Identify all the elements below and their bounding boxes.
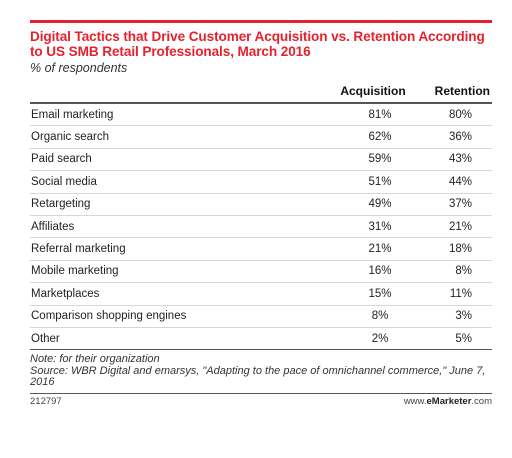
brand-url[interactable]: www.eMarketer.com — [404, 396, 492, 407]
brand-name: eMarketer — [426, 395, 472, 407]
row-label: Paid search — [30, 148, 218, 172]
chart-title: Digital Tactics that Drive Customer Acqu… — [30, 29, 485, 59]
acquisition-value: 2% — [218, 327, 412, 351]
row-label: Organic search — [30, 125, 218, 149]
header-category — [30, 81, 218, 104]
acquisition-value: 51% — [218, 170, 412, 194]
table-header-row: Acquisition Retention — [30, 81, 492, 104]
row-label: Retargeting — [30, 193, 218, 216]
table-row: Email marketing 81% 80% — [30, 103, 492, 127]
table-row: Other 2% 5% — [30, 327, 492, 351]
row-label: Other — [30, 327, 218, 351]
retention-value: 18% — [412, 237, 492, 261]
chart-frame: Digital Tactics that Drive Customer Acqu… — [30, 20, 492, 407]
retention-value: 44% — [412, 170, 492, 194]
table-row: Paid search 59% 43% — [30, 148, 492, 172]
chart-subtitle: % of respondents — [30, 61, 128, 75]
table-row: Affiliates 31% 21% — [30, 215, 492, 239]
table-row: Referral marketing 21% 18% — [30, 237, 492, 261]
table-row: Mobile marketing 16% 8% — [30, 260, 492, 284]
table-row: Social media 51% 44% — [30, 170, 492, 194]
acquisition-value: 15% — [218, 282, 412, 306]
top-rule — [30, 20, 492, 23]
header-retention: Retention — [412, 81, 492, 104]
row-label: Marketplaces — [30, 282, 218, 306]
data-table: Acquisition Retention Email marketing 81%… — [30, 81, 492, 351]
retention-value: 3% — [412, 305, 492, 328]
acquisition-value: 59% — [218, 148, 412, 172]
table-row: Organic search 62% 36% — [30, 125, 492, 149]
note-text: Note: for their organization — [30, 353, 160, 366]
acquisition-value: 31% — [218, 215, 412, 239]
table-row: Comparison shopping engines 8% 3% — [30, 305, 492, 328]
chart-id: 212797 — [30, 395, 62, 407]
acquisition-value: 81% — [218, 103, 412, 127]
retention-value: 11% — [412, 282, 492, 306]
row-label: Social media — [30, 170, 218, 194]
acquisition-value: 49% — [218, 193, 412, 216]
brand-suffix: .com — [471, 395, 492, 407]
retention-value: 5% — [412, 327, 492, 351]
row-label: Affiliates — [30, 215, 218, 239]
row-label: Comparison shopping engines — [30, 305, 218, 328]
retention-value: 37% — [412, 193, 492, 216]
notes: Note: for their organization Source: WBR… — [30, 354, 492, 389]
acquisition-value: 8% — [218, 305, 412, 328]
acquisition-value: 62% — [218, 125, 412, 149]
table-row: Marketplaces 15% 11% — [30, 282, 492, 306]
acquisition-value: 21% — [218, 237, 412, 261]
retention-value: 36% — [412, 125, 492, 149]
header-acquisition: Acquisition — [218, 81, 412, 104]
retention-value: 80% — [412, 103, 492, 127]
source-text: Source: WBR Digital and emarsys, "Adapti… — [30, 364, 486, 389]
retention-value: 43% — [412, 148, 492, 172]
footer: 212797 www.eMarketer.com — [30, 392, 492, 407]
row-label: Mobile marketing — [30, 260, 218, 284]
row-label: Email marketing — [30, 103, 218, 127]
acquisition-value: 16% — [218, 260, 412, 284]
retention-value: 21% — [412, 215, 492, 239]
table-row: Retargeting 49% 37% — [30, 193, 492, 216]
brand-prefix: www. — [403, 395, 427, 407]
retention-value: 8% — [412, 260, 492, 284]
row-label: Referral marketing — [30, 237, 218, 261]
